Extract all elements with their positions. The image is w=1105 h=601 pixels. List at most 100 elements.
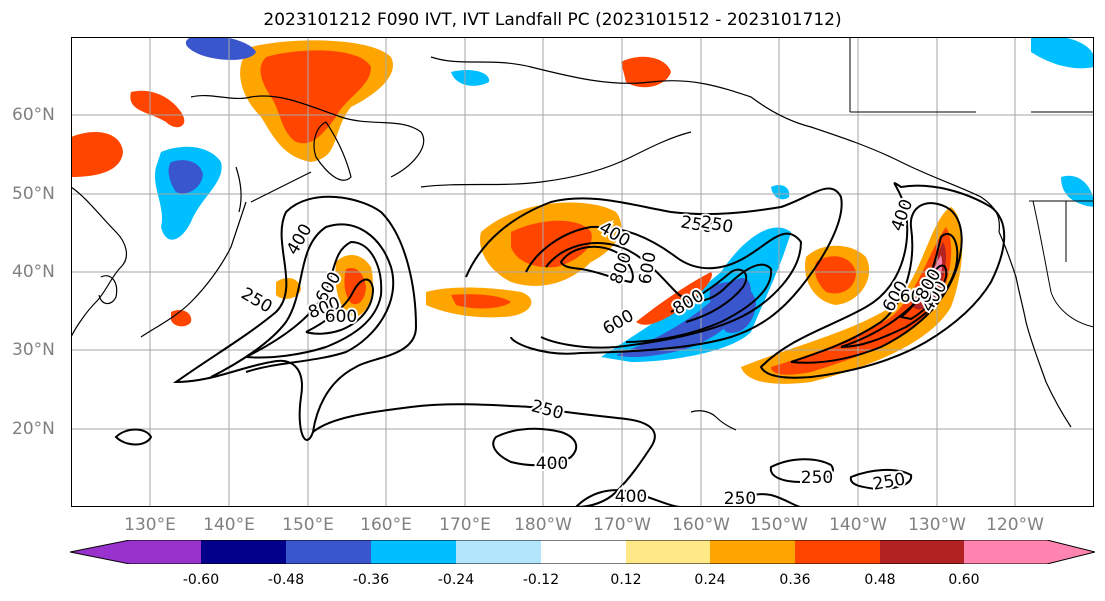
contour-east-600 bbox=[840, 232, 959, 348]
coastlines bbox=[71, 56, 1072, 431]
colorbar-cell bbox=[201, 540, 286, 564]
contour-cpac-400 bbox=[525, 225, 803, 349]
coast-bc bbox=[998, 231, 1072, 428]
colorbar-tick-label: -0.36 bbox=[352, 572, 390, 588]
colorbar-tick-label: 0.12 bbox=[610, 572, 642, 588]
coast-japan bbox=[140, 201, 247, 338]
shade-alaska-neg bbox=[451, 70, 490, 86]
colorbar-extend-low bbox=[70, 540, 130, 564]
lon-label: 170°W bbox=[593, 515, 651, 535]
shade-neg-bc bbox=[1061, 175, 1094, 207]
contour-south-400 bbox=[492, 427, 578, 467]
contour-label: 400 bbox=[536, 454, 568, 474]
shade-wpac2 bbox=[276, 277, 301, 299]
contour-wpac-400 bbox=[245, 240, 383, 359]
contour-cpac-800 bbox=[559, 245, 634, 284]
colorbar-tick-label: 0.48 bbox=[864, 572, 896, 588]
coast-kamchatka bbox=[313, 121, 352, 181]
contour-cpac-800b bbox=[670, 268, 748, 323]
contour-label: 250 bbox=[801, 468, 833, 488]
contour-wpac-outer bbox=[172, 195, 418, 441]
shade-siberia-core bbox=[260, 50, 371, 144]
colorbar-cell bbox=[286, 540, 371, 564]
coast-asia bbox=[71, 186, 128, 338]
shade-neg-alaska bbox=[1031, 37, 1094, 69]
colorbar-tick-label: -0.60 bbox=[182, 572, 220, 588]
shade-cpac-tail-core bbox=[451, 294, 511, 309]
colorbar-cell bbox=[456, 540, 541, 564]
graticule bbox=[71, 37, 1094, 507]
colorbar-cell bbox=[880, 540, 964, 564]
contour-west-small bbox=[114, 428, 153, 446]
ivt-pc-shading bbox=[71, 37, 1094, 384]
shade-ar bbox=[741, 207, 963, 384]
contour-hawaii-250b bbox=[849, 469, 913, 491]
ivt-contours bbox=[114, 182, 1006, 507]
shade-neg-ne bbox=[185, 37, 256, 60]
colorbar-extend-high bbox=[1047, 540, 1095, 564]
colorbar-cell bbox=[626, 540, 710, 564]
colorbar-cell bbox=[964, 540, 1047, 564]
lon-label: 160°W bbox=[672, 515, 730, 535]
shade-narrow-pos bbox=[636, 272, 712, 325]
contour-cpac-250 bbox=[465, 187, 843, 355]
coast-sakhalin bbox=[235, 166, 242, 213]
lon-label: 120°W bbox=[986, 515, 1044, 535]
lon-label: 180°W bbox=[514, 515, 572, 535]
lon-label: 130°W bbox=[908, 515, 966, 535]
shade-140w-core bbox=[814, 256, 856, 294]
coast-hawaii bbox=[690, 410, 737, 431]
colorbar-tick-label: -0.12 bbox=[522, 572, 560, 588]
colorbar-tick-label: -0.24 bbox=[437, 572, 475, 588]
colorbar-tick-label: 0.24 bbox=[694, 572, 726, 588]
contour-south-400b bbox=[575, 489, 682, 507]
contour-label: 250 bbox=[724, 489, 756, 507]
lon-label: 150°E bbox=[282, 515, 334, 535]
colorbar-cell bbox=[710, 540, 795, 564]
colorbar-tick-label: -0.48 bbox=[267, 572, 305, 588]
contour-wpac-600 bbox=[305, 278, 375, 335]
lat-label: 60°N bbox=[12, 105, 55, 125]
colorbar-tick-label: 0.60 bbox=[948, 572, 980, 588]
borders bbox=[849, 37, 1094, 328]
lon-label: 160°E bbox=[360, 515, 412, 535]
shade-wpac-core bbox=[344, 267, 366, 305]
map-panel: 250 400 600 800 600 400 250 600 800 600 … bbox=[71, 37, 1094, 507]
lon-label: 140°W bbox=[829, 515, 887, 535]
contour-east-250 bbox=[759, 182, 1006, 379]
lat-label: 40°N bbox=[12, 262, 55, 282]
colorbar-tick-label: 0.36 bbox=[779, 572, 811, 588]
contour-labels: 250 400 600 800 600 400 250 600 800 600 … bbox=[235, 195, 953, 507]
contour-east-800 bbox=[898, 264, 948, 321]
coast-siberia bbox=[190, 94, 425, 178]
shade-neg-asia-core bbox=[168, 160, 203, 194]
contour-label: 250 bbox=[679, 212, 714, 237]
shade-alaska-pos bbox=[621, 56, 671, 88]
contour-south-250b bbox=[730, 493, 802, 507]
shade-neg-east bbox=[709, 282, 756, 333]
lon-label: 140°E bbox=[203, 515, 255, 535]
coast-kuril bbox=[250, 171, 312, 203]
contour-label: 600 bbox=[325, 307, 357, 327]
coast-alaska bbox=[430, 56, 1001, 233]
lat-label: 20°N bbox=[12, 419, 55, 439]
shade-neg-gulf bbox=[771, 185, 790, 200]
contour-label: 600 bbox=[900, 287, 932, 307]
lon-label: 170°E bbox=[439, 515, 491, 535]
colorbar-cell bbox=[371, 540, 456, 564]
lon-label: 150°W bbox=[750, 515, 808, 535]
lat-label: 50°N bbox=[12, 184, 55, 204]
map-title: 2023101212 F090 IVT, IVT Landfall PC (20… bbox=[263, 10, 842, 30]
colorbar bbox=[70, 540, 1095, 564]
contour-cpac-600 bbox=[545, 242, 773, 343]
lon-label: 130°E bbox=[124, 515, 176, 535]
coast-aleutians bbox=[420, 131, 692, 188]
colorbar-cell bbox=[795, 540, 880, 564]
contour-label: 400 bbox=[615, 487, 647, 507]
shade-okhotsk bbox=[71, 132, 123, 177]
contour-wpac-250 bbox=[210, 223, 395, 378]
coast-korea bbox=[98, 275, 118, 305]
colorbar-cell bbox=[541, 540, 626, 564]
colorbar-cell bbox=[130, 540, 201, 564]
contour-east-400 bbox=[790, 202, 963, 364]
